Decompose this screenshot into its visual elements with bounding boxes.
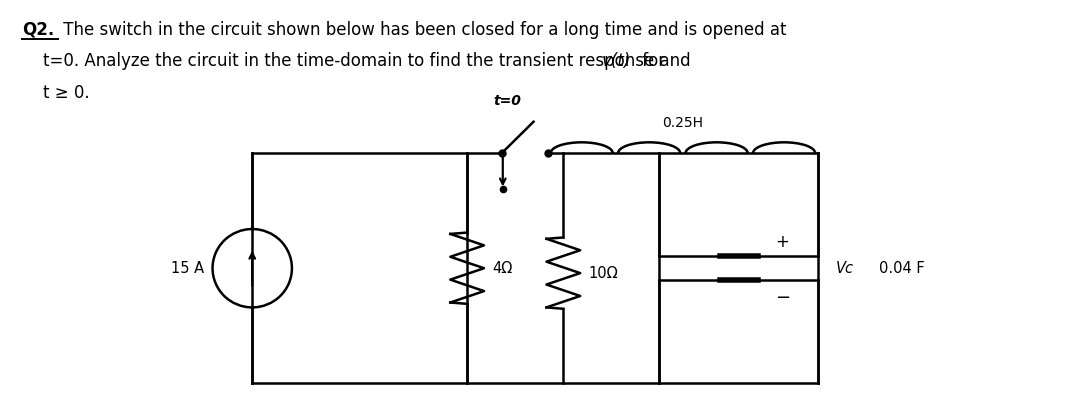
Text: t=0. Analyze the circuit in the time-domain to find the transient response and: t=0. Analyze the circuit in the time-dom…	[22, 52, 696, 70]
Text: +: +	[775, 233, 789, 251]
Text: 4Ω: 4Ω	[492, 261, 512, 276]
Text: v(t): v(t)	[602, 52, 631, 70]
Text: Vᴄ: Vᴄ	[836, 261, 853, 276]
Text: −: −	[775, 289, 791, 307]
Text: Q2.: Q2.	[22, 21, 54, 39]
Text: t ≥ 0.: t ≥ 0.	[22, 84, 90, 101]
Text: 0.25H: 0.25H	[662, 116, 703, 130]
Text: for: for	[637, 52, 665, 70]
Text: 10Ω: 10Ω	[589, 266, 618, 281]
Text: t=0: t=0	[494, 94, 522, 108]
Text: 0.04 F: 0.04 F	[879, 261, 924, 276]
Text: 15 A: 15 A	[172, 261, 204, 276]
Text: The switch in the circuit shown below has been closed for a long time and is ope: The switch in the circuit shown below ha…	[57, 21, 786, 39]
